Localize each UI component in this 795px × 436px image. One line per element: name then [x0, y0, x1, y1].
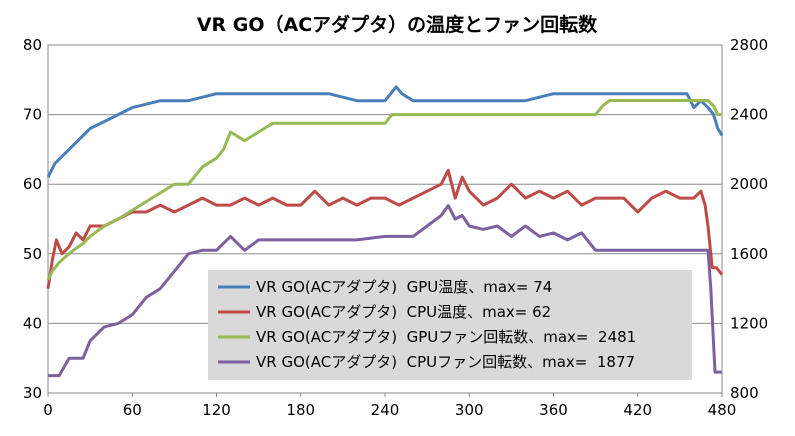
x-tick-label: 480 [708, 401, 737, 419]
legend-label: VR GO(ACアダプタ) CPU温度、max= 62 [256, 303, 551, 321]
x-tick-label: 360 [539, 401, 568, 419]
legend-box [208, 270, 692, 380]
y-left-tick-label: 40 [23, 314, 42, 332]
y-left-tick-label: 50 [23, 245, 42, 263]
x-tick-label: 420 [623, 401, 652, 419]
x-tick-label: 240 [371, 401, 400, 419]
x-tick-label: 300 [455, 401, 484, 419]
x-tick-label: 120 [202, 401, 231, 419]
legend: VR GO(ACアダプタ) GPU温度、max= 74 VR GO(ACアダプタ)… [208, 270, 692, 380]
x-tick-label: 0 [43, 401, 53, 419]
series-line-4 [48, 204, 722, 378]
y-right-tick-label: 2000 [730, 175, 768, 193]
legend-label: VR GO(ACアダプタ) GPUファン回転数、max= 2481 [256, 328, 636, 346]
y-left-tick-label: 70 [23, 106, 42, 124]
y-left-tick-label: 80 [23, 36, 42, 54]
axes: 30 40 50 60 70 80 800 1200 1600 2000 2400 2800 0 60 12… [23, 36, 768, 419]
y-right-tick-label: 1600 [730, 245, 768, 263]
chart-title: VR GO（ACアダプタ）の温度とファン回転数 [197, 13, 598, 36]
y-right-tick-label: 2400 [730, 106, 768, 124]
series-lines [46, 85, 724, 378]
legend-label: VR GO(ACアダプタ) CPUファン回転数、max= 1877 [256, 353, 635, 371]
legend-label: VR GO(ACアダプタ) GPU温度、max= 74 [256, 278, 552, 296]
x-tick-label: 60 [123, 401, 142, 419]
y-right-tick-label: 800 [730, 384, 759, 402]
y-right-tick-label: 2800 [730, 36, 768, 54]
y-left-tick-label: 30 [23, 384, 42, 402]
series-line-3 [46, 99, 722, 281]
series-line-1 [46, 85, 724, 178]
x-tick-label: 180 [286, 401, 315, 419]
y-left-tick-label: 60 [23, 175, 42, 193]
y-right-tick-label: 1200 [730, 314, 768, 332]
